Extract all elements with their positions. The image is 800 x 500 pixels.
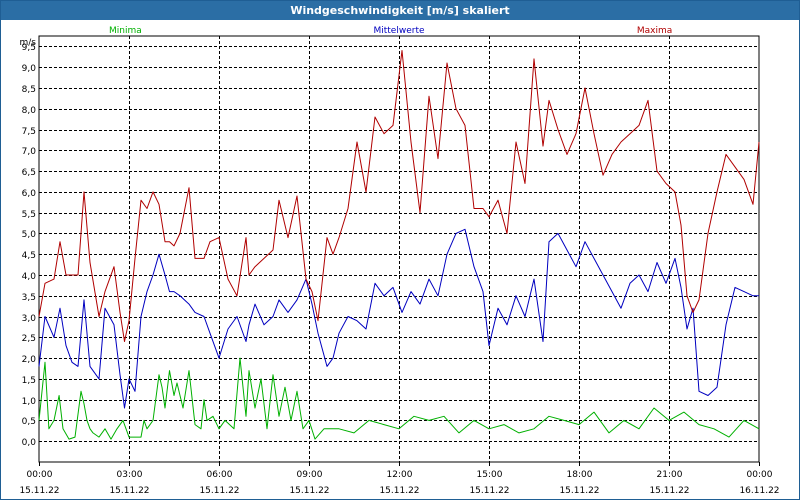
series-lines [38, 50, 760, 440]
y-tick-label: 9,0 [22, 64, 37, 74]
y-tick-label: 1,0 [22, 397, 37, 407]
x-tick-date: 16.11.22 [739, 486, 779, 496]
grid [39, 36, 759, 462]
window-title: Windgeschwindigkeit [m/s] skaliert [1, 1, 799, 20]
y-tick-label: 5,5 [22, 210, 36, 220]
x-tick-time: 15:00 [477, 470, 503, 480]
x-tick-date: 15.11.22 [289, 486, 329, 496]
x-tick-date: 15.11.22 [379, 486, 419, 496]
y-tick-label: 2,5 [22, 334, 36, 344]
y-tick-label: 7,0 [22, 147, 37, 157]
series-line-mittelwerte [38, 228, 759, 409]
legend-entry-minima: Minima [109, 26, 142, 36]
x-tick-time: 00:00 [27, 470, 53, 480]
x-tick-date: 15.11.22 [559, 486, 599, 496]
series-line-minima [38, 357, 760, 440]
y-tick-label: 4,5 [22, 251, 36, 261]
y-tick-label: 2,0 [22, 355, 37, 365]
y-tick-label: 8,5 [22, 85, 36, 95]
y-tick-label: 1,5 [22, 376, 36, 386]
legend-entry-mittelwerte: Mittelwerte [373, 26, 424, 36]
x-tick-date: 15.11.22 [649, 486, 689, 496]
y-tick-label: 3,5 [22, 293, 36, 303]
axes [38, 35, 760, 466]
y-tick-label: 4,0 [22, 272, 37, 282]
x-tick-time: 12:00 [387, 470, 413, 480]
y-tick-label: 0,5 [22, 417, 36, 427]
y-axis-label: m/s [20, 38, 37, 48]
x-tick-time: 18:00 [567, 470, 593, 480]
y-tick-label: 0,0 [22, 438, 37, 448]
x-tick-time: 21:00 [657, 470, 683, 480]
x-tick-date: 15.11.22 [19, 486, 59, 496]
y-tick-label: 8,0 [22, 106, 37, 116]
x-tick-date: 15.11.22 [109, 486, 149, 496]
x-tick-time: 03:00 [117, 470, 143, 480]
x-tick-date: 15.11.22 [469, 486, 509, 496]
x-tick-time: 06:00 [207, 470, 233, 480]
y-tick-label: 7,5 [22, 127, 36, 137]
legend-entry-maxima: Maxima [637, 26, 672, 36]
y-tick-label: 3,0 [22, 314, 37, 324]
legend: Minima Mittelwerte Maxima [109, 26, 672, 36]
y-tick-labels: 0,0 0,5 1,0 1,5 2,0 2,5 3,0 3,5 4,0 4,5 5,0 5,5 6,0 6… [20, 38, 37, 448]
y-tick-label: 6,5 [22, 168, 36, 178]
x-tick-time: 00:00 [747, 470, 773, 480]
x-tick-labels: 00:00 15.11.22 03:00 15.11.22 06:00 15.11.22 0… [19, 470, 779, 496]
y-tick-label: 6,0 [22, 189, 37, 199]
y-tick-label: 5,0 [22, 230, 37, 240]
x-tick-time: 09:00 [297, 470, 323, 480]
series-line-maxima [38, 50, 760, 342]
x-tick-date: 15.11.22 [199, 486, 239, 496]
y-tick-label: 9,5 [22, 43, 36, 53]
